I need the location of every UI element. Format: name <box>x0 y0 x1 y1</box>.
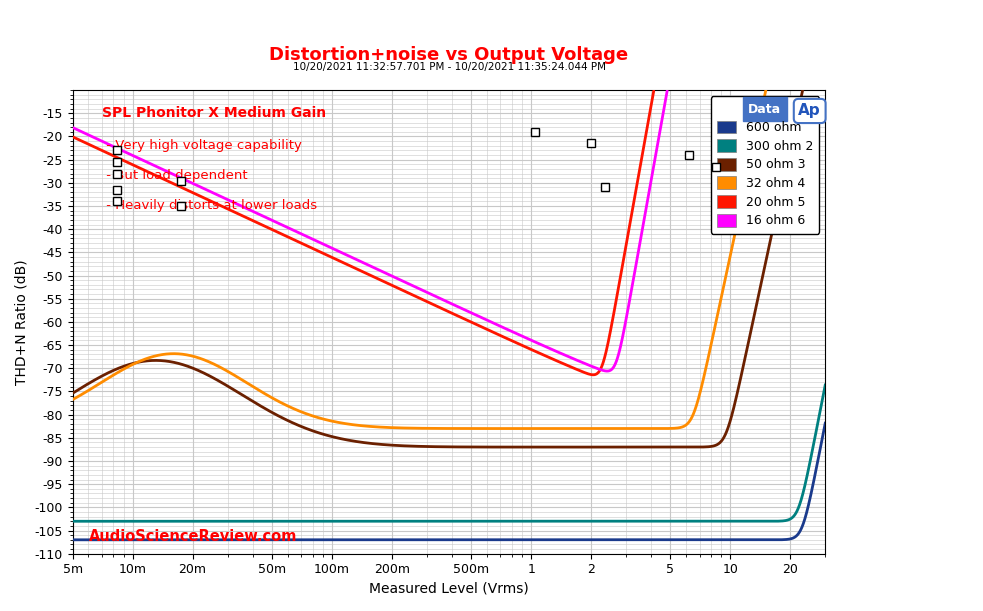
Text: - Very high voltage capability: - Very high voltage capability <box>102 139 302 152</box>
Text: SPL Phonitor X Medium Gain: SPL Phonitor X Medium Gain <box>102 106 326 120</box>
Text: - But load dependent: - But load dependent <box>102 169 248 182</box>
X-axis label: Measured Level (Vrms): Measured Level (Vrms) <box>370 582 529 596</box>
Text: 10/20/2021 11:32:57.701 PM - 10/20/2021 11:35:24.044 PM: 10/20/2021 11:32:57.701 PM - 10/20/2021 … <box>293 62 606 71</box>
Title: Distortion+noise vs Output Voltage: Distortion+noise vs Output Voltage <box>269 46 628 64</box>
Legend: 600 ohm, 300 ohm 2, 50 ohm 3, 32 ohm 4, 20 ohm 5, 16 ohm 6: 600 ohm, 300 ohm 2, 50 ohm 3, 32 ohm 4, … <box>711 97 819 233</box>
Y-axis label: THD+N Ratio (dB): THD+N Ratio (dB) <box>15 259 29 385</box>
Text: - Heavily distorts at lower loads: - Heavily distorts at lower loads <box>102 199 317 212</box>
Text: AudioScienceReview.com: AudioScienceReview.com <box>88 530 297 544</box>
Text: Ap: Ap <box>798 103 821 119</box>
